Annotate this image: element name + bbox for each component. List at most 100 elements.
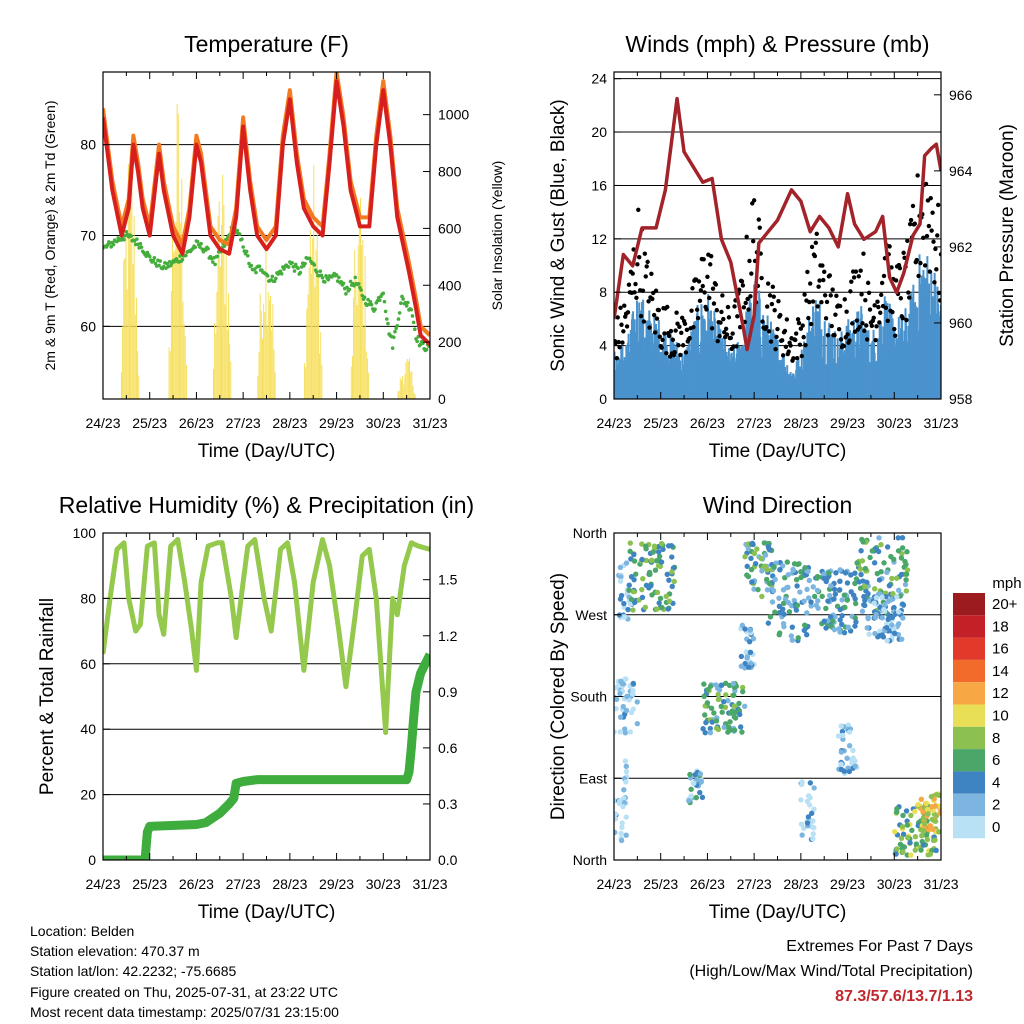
direction-point	[626, 587, 632, 593]
direction-point	[649, 557, 655, 563]
gust-point	[793, 331, 799, 336]
direction-point	[742, 703, 748, 710]
direction-point	[839, 728, 846, 735]
y2-tick-label: 400	[438, 277, 462, 293]
dewpoint-point	[249, 263, 254, 268]
dewpoint-point	[178, 254, 182, 258]
direction-point	[701, 693, 707, 699]
direction-point	[831, 586, 838, 592]
direction-point	[912, 808, 918, 815]
gust-point	[807, 299, 812, 305]
direction-point	[804, 820, 811, 826]
direction-point	[651, 543, 658, 549]
direction-point	[854, 560, 860, 566]
direction-point	[786, 609, 793, 615]
direction-point	[746, 638, 753, 645]
direction-point	[759, 593, 765, 600]
direction-point	[859, 558, 866, 564]
gust-point	[765, 281, 771, 286]
direction-point	[932, 818, 939, 824]
dewpoint-point	[356, 281, 361, 286]
direction-point	[905, 834, 911, 841]
direction-point	[781, 623, 787, 630]
gust-point	[724, 332, 730, 337]
y-tick-label: 24	[591, 71, 607, 87]
gust-point	[827, 273, 833, 278]
direction-point	[627, 540, 633, 546]
direction-point	[745, 545, 751, 551]
gust-point	[689, 308, 694, 313]
gust-point	[616, 339, 621, 345]
direction-point	[805, 595, 812, 601]
direction-point	[798, 569, 804, 575]
gust-point	[803, 342, 808, 348]
direction-point	[713, 718, 720, 724]
direction-point	[823, 625, 829, 631]
direction-point	[620, 681, 626, 687]
dewpoint-point	[210, 260, 215, 264]
x-tick-label: 27/23	[737, 876, 772, 892]
direction-point	[623, 814, 629, 820]
direction-point	[839, 597, 845, 603]
gust-point	[737, 324, 743, 330]
y-tick-label: East	[579, 770, 607, 786]
direction-point	[658, 540, 665, 547]
gust-point	[887, 244, 892, 249]
direction-point	[739, 729, 745, 735]
gust-point	[858, 268, 863, 273]
gust-point	[809, 244, 815, 250]
direction-point	[715, 696, 722, 703]
gust-point	[808, 281, 813, 286]
extremes-title: Extremes For Past 7 Days	[786, 938, 973, 955]
direction-point	[805, 568, 811, 575]
dewpoint-point	[290, 260, 294, 265]
direction-point	[795, 635, 801, 641]
direction-point	[801, 825, 807, 832]
direction-point	[859, 608, 866, 614]
direction-point	[630, 706, 636, 712]
direction-point	[788, 633, 795, 639]
gust-point	[793, 337, 798, 343]
data-timestamp: Most recent data timestamp: 2025/07/31 2…	[30, 1003, 339, 1020]
direction-point	[804, 610, 810, 616]
gust-point	[702, 290, 707, 295]
direction-point	[770, 588, 777, 594]
direction-point	[826, 592, 833, 599]
direction-point	[652, 567, 659, 573]
gust-point	[897, 265, 903, 271]
direction-point	[900, 615, 906, 621]
gust-point	[814, 231, 819, 237]
gust-point	[700, 283, 705, 289]
dewpoint-point	[359, 288, 363, 292]
gust-point	[636, 207, 641, 213]
direction-point	[811, 825, 817, 831]
direction-point	[797, 589, 803, 595]
direction-point	[838, 761, 844, 767]
direction-point	[779, 563, 786, 569]
gust-point	[749, 271, 754, 276]
gust-point	[717, 333, 722, 339]
direction-point	[744, 572, 750, 578]
direction-point	[738, 653, 745, 660]
legend-swatch	[953, 682, 985, 705]
dewpoint-point	[314, 270, 319, 274]
gust-point	[680, 315, 685, 321]
direction-point	[656, 600, 662, 606]
direction-point	[720, 698, 727, 705]
gust-point	[767, 293, 773, 298]
x-tick-label: 26/23	[690, 415, 725, 431]
direction-point	[639, 586, 645, 593]
gust-point	[927, 269, 932, 274]
dewpoint-point	[213, 262, 217, 267]
gust-point	[740, 283, 746, 288]
direction-point	[821, 618, 827, 624]
direction-point	[620, 703, 626, 710]
direction-point	[801, 622, 808, 628]
direction-point	[879, 615, 885, 621]
gust-point	[935, 233, 940, 238]
direction-point	[930, 826, 936, 833]
gust-point	[621, 329, 626, 334]
y2-tick-label: 966	[949, 87, 973, 103]
gust-point	[719, 309, 724, 315]
direction-point	[848, 589, 854, 595]
